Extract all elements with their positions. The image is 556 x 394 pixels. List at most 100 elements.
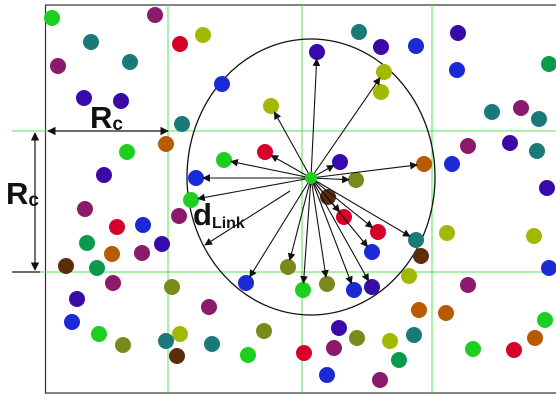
node-52 — [370, 224, 386, 240]
area-frame — [44, 4, 556, 394]
node-37 — [188, 170, 204, 186]
node-55 — [439, 225, 455, 241]
node-67 — [364, 279, 380, 295]
link-arrow-1 — [310, 77, 381, 179]
node-68 — [164, 279, 180, 295]
rc-vertical-sub: c — [28, 190, 39, 211]
node-29 — [460, 138, 476, 154]
node-10 — [351, 24, 367, 40]
node-80 — [382, 333, 398, 349]
node-88 — [506, 342, 522, 358]
node-23 — [96, 167, 112, 183]
node-1 — [147, 7, 163, 23]
node-90 — [537, 312, 553, 328]
sensor-nodes — [44, 7, 556, 388]
node-17 — [376, 64, 392, 80]
node-64 — [295, 282, 311, 298]
node-39 — [171, 208, 187, 224]
node-38 — [183, 192, 199, 208]
node-0 — [44, 10, 60, 26]
link-arrow-6 — [197, 177, 312, 202]
node-84 — [372, 372, 388, 388]
node-18 — [373, 84, 389, 100]
rc-vertical-dimension — [12, 132, 40, 273]
node-87 — [465, 341, 481, 357]
node-81 — [406, 327, 422, 343]
link-arrow-12 — [310, 177, 411, 237]
node-15 — [449, 62, 465, 78]
node-83 — [391, 352, 407, 368]
node-48 — [105, 275, 121, 291]
node-13 — [450, 25, 466, 41]
node-71 — [158, 333, 174, 349]
node-69 — [201, 299, 217, 315]
node-65 — [319, 276, 335, 292]
node-76 — [296, 345, 312, 361]
node-66 — [346, 282, 362, 298]
rc-vertical-main: R — [6, 176, 28, 211]
node-5 — [122, 54, 138, 70]
node-35 — [348, 172, 364, 188]
node-43 — [104, 246, 120, 262]
link-arrow-13 — [310, 177, 340, 213]
rc-horizontal-label: Rc — [90, 100, 123, 135]
node-44 — [134, 245, 150, 261]
link-arrow-0 — [310, 58, 321, 179]
node-7 — [76, 90, 92, 106]
node-11 — [373, 39, 389, 55]
node-24 — [77, 201, 93, 217]
node-31 — [444, 156, 460, 172]
rc-vertical-label: Rc — [6, 176, 39, 211]
node-8 — [113, 93, 129, 109]
node-26 — [513, 100, 529, 116]
link-arrow-4 — [230, 159, 312, 179]
node-75 — [256, 323, 272, 339]
node-59 — [413, 248, 429, 264]
link-arrow-18 — [310, 177, 353, 285]
node-86 — [438, 305, 454, 321]
link-arrow-14 — [249, 177, 312, 278]
node-49 — [69, 291, 85, 307]
node-41 — [135, 217, 151, 233]
node-22 — [119, 144, 135, 160]
range-circle — [186, 38, 436, 316]
link-arrow-9 — [310, 161, 418, 179]
node-82 — [411, 302, 427, 318]
node-6 — [50, 58, 66, 74]
node-42 — [79, 235, 95, 251]
rc-horizontal-main: R — [90, 100, 112, 135]
node-70 — [172, 326, 188, 342]
link-arrow-3 — [270, 154, 312, 179]
node-79 — [349, 330, 365, 346]
rc-horizontal-sub: c — [112, 114, 123, 135]
link-arrow-15 — [287, 177, 312, 261]
node-14 — [541, 56, 556, 72]
node-72 — [169, 348, 185, 364]
link-arrow-17 — [310, 177, 329, 278]
node-33 — [257, 144, 273, 160]
node-4 — [195, 27, 211, 43]
node-57 — [526, 228, 542, 244]
node-53 — [364, 244, 380, 260]
node-60 — [401, 268, 417, 284]
node-74 — [240, 347, 256, 363]
dlink-label: dLink — [193, 197, 245, 232]
node-54 — [408, 232, 424, 248]
node-91 — [91, 326, 107, 342]
center-node — [305, 172, 317, 184]
node-34 — [332, 154, 348, 170]
node-78 — [326, 340, 342, 356]
node-62 — [238, 275, 254, 291]
dlink-main: d — [193, 197, 212, 232]
node-30 — [502, 135, 518, 151]
node-89 — [527, 330, 543, 346]
link-arrow-10 — [310, 177, 374, 229]
node-27 — [531, 111, 547, 127]
node-58 — [541, 260, 556, 276]
link-arrows — [197, 58, 418, 285]
node-25 — [484, 104, 500, 120]
node-63 — [280, 259, 296, 275]
link-arrow-2 — [273, 111, 312, 179]
node-46 — [58, 258, 74, 274]
